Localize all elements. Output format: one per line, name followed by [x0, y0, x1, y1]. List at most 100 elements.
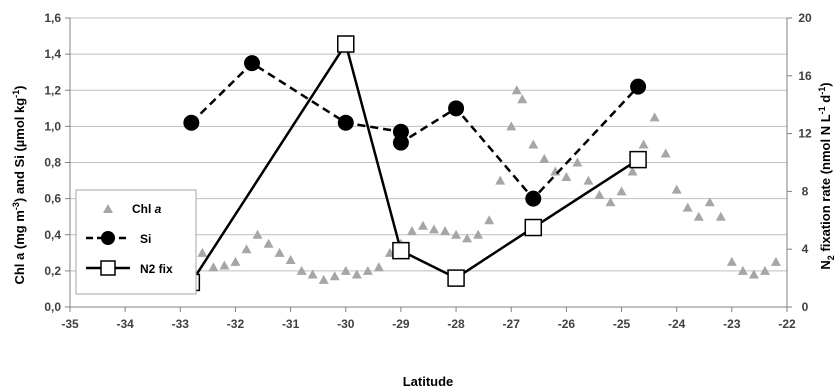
y-tick-label: 0,4	[44, 228, 61, 242]
chl-a-point	[748, 269, 759, 279]
legend-chl-label: Chl a	[132, 202, 162, 216]
chl-a-point	[274, 247, 285, 257]
chl-a-point	[561, 171, 572, 181]
chl-a-point	[627, 166, 638, 176]
chl-a-point	[616, 186, 627, 196]
chl-a-point	[473, 229, 484, 239]
chl-a-point	[506, 121, 517, 131]
x-tick-label: -23	[723, 317, 741, 331]
y-tick-label: 0,0	[44, 300, 61, 314]
x-tick-label: -26	[558, 317, 576, 331]
chl-a-point	[594, 190, 605, 200]
chl-a-point	[197, 247, 208, 257]
axes	[65, 17, 792, 312]
si-point	[448, 100, 465, 117]
y2-tick-label: 0	[802, 300, 809, 314]
chl-a-point	[583, 175, 594, 185]
chl-a-point	[704, 197, 715, 207]
chl-a-point	[230, 256, 241, 266]
y2-tick-label: 20	[798, 11, 812, 25]
n2-fix-line	[190, 40, 639, 284]
legend-chl-marker	[103, 204, 113, 213]
x-axis-title: Latitude	[403, 374, 454, 389]
x-tick-label: -27	[503, 317, 521, 331]
chl-a-point	[440, 226, 451, 236]
y-tick-label: 0,2	[44, 264, 61, 278]
x-tick-label: -33	[172, 317, 190, 331]
n2-fix-point	[447, 269, 465, 287]
x-tick-label: -35	[61, 317, 79, 331]
x-tick-label: -24	[668, 317, 686, 331]
y-axis-title-right: N2 fixation rate (nmol N L-1 d-1)	[817, 82, 836, 269]
x-tick-label: -28	[447, 317, 465, 331]
chl-a-point	[462, 233, 473, 243]
y-tick-label: 0,6	[44, 192, 61, 206]
legend-n2-marker	[100, 260, 116, 276]
chl-a-point	[517, 94, 528, 104]
chl-a-point	[362, 265, 373, 275]
chl-a-point	[406, 226, 417, 236]
n2-fix-point	[629, 150, 647, 169]
chl-a-point	[572, 157, 583, 167]
chl-a-point	[715, 211, 726, 221]
chl-a-point	[417, 220, 428, 230]
n2-fix-point	[337, 35, 355, 53]
y-tick-label: 0,8	[44, 156, 61, 170]
y2-tick-label: 16	[798, 69, 812, 83]
chl-a-point	[528, 139, 539, 149]
si-point	[630, 78, 647, 95]
n2-fix-point	[524, 218, 543, 237]
chl-a-point	[511, 85, 522, 95]
chl-a-point	[351, 269, 362, 279]
chl-a-point	[252, 229, 263, 239]
x-tick-label: -34	[116, 317, 134, 331]
chl-a-point	[208, 262, 219, 272]
si-point	[183, 114, 200, 131]
chl-a-point	[307, 269, 318, 279]
chl-a-point	[429, 224, 440, 234]
chl-a-point	[340, 265, 351, 275]
x-tick-label: -29	[392, 317, 410, 331]
chl-a-point	[539, 153, 550, 163]
chl-a-point	[682, 202, 693, 212]
legend-si-marker	[101, 231, 115, 245]
chl-a-point	[484, 215, 495, 225]
x-tick-label: -30	[337, 317, 355, 331]
chl-a-point	[737, 265, 748, 275]
x-tick-label: -31	[282, 317, 300, 331]
chl-a-point	[726, 256, 737, 266]
chl-a-point	[660, 148, 671, 158]
chl-a-point	[605, 197, 616, 207]
chl-a-point	[219, 260, 230, 270]
x-tick-label: -25	[613, 317, 631, 331]
si-point	[525, 190, 542, 207]
chl-a-point	[296, 265, 307, 275]
si-point	[392, 134, 409, 151]
y-tick-label: 1,2	[44, 83, 61, 97]
x-tick-label: -22	[778, 317, 796, 331]
si-point	[337, 114, 354, 131]
si-point	[244, 55, 261, 72]
chl-a-point	[693, 211, 704, 221]
legend-si-label: Si	[140, 232, 151, 246]
chl-a-point	[451, 229, 462, 239]
y2-tick-label: 8	[802, 184, 809, 198]
chl-a-point	[263, 238, 274, 248]
x-tick-label: -32	[227, 317, 245, 331]
chl-a-point	[241, 244, 252, 254]
chl-a-point	[759, 265, 770, 275]
chl-a-point	[373, 262, 384, 272]
n2-fix-point	[392, 241, 410, 260]
chl-a-point	[329, 271, 340, 281]
chl-a-point	[495, 175, 506, 185]
tick-labels: -35 -34 -33 -32 -31 -30 -29 -28 -27 -26 -25 -24 -23 -…	[44, 11, 812, 331]
legend-n2-label: N2 fix	[140, 262, 173, 276]
y-tick-label: 1,6	[44, 11, 61, 25]
y-axis-title-left: Chl a (mg m-3) and Si (µmol kg-1)	[11, 85, 27, 284]
chl-a-point	[638, 139, 649, 149]
chl-a-point	[671, 184, 682, 194]
legend: Chl a Si N2 fix	[75, 189, 197, 295]
chl-a-point	[649, 112, 660, 122]
chl-a-point	[285, 255, 296, 265]
